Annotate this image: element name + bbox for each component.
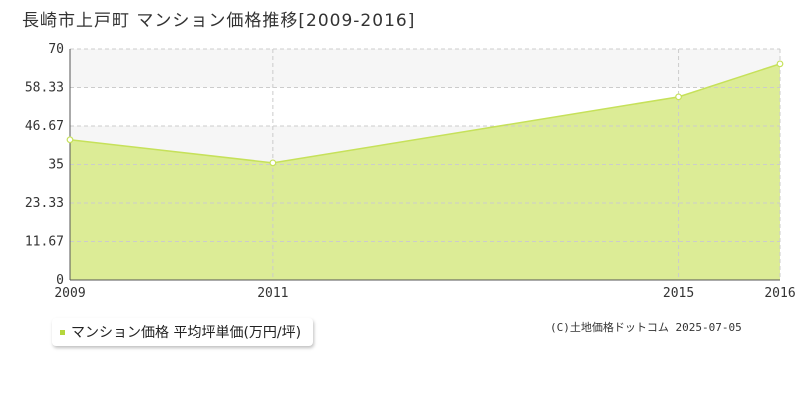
data-point [675, 93, 682, 101]
data-point [776, 60, 784, 68]
y-tick-label: 58.33 [25, 81, 64, 96]
y-tick-label: 70 [48, 42, 64, 57]
y-tick-label: 23.33 [25, 196, 64, 211]
y-tick-label: 0 [56, 273, 64, 288]
x-tick-label: 2015 [663, 286, 694, 301]
series-area [70, 63, 780, 280]
y-tick-label: 11.67 [25, 234, 64, 249]
copyright-text: (C)土地価格ドットコム 2025-07-05 [550, 321, 742, 334]
x-tick-label: 2009 [54, 286, 85, 301]
chart-title: 長崎市上戸町 マンション価格推移[2009-2016] [22, 11, 416, 31]
data-point [269, 159, 277, 167]
x-tick-label: 2011 [257, 286, 288, 301]
grid-band [70, 49, 780, 88]
legend-label: マンション価格 平均坪単価(万円/坪) [71, 325, 302, 341]
data-point [66, 136, 74, 144]
y-tick-label: 46.67 [25, 119, 64, 134]
y-tick-label: 35 [48, 158, 64, 173]
legend: マンション価格 平均坪単価(万円/坪) [52, 318, 314, 346]
x-tick-label: 2016 [764, 286, 795, 301]
legend-marker [60, 329, 65, 335]
series-line [69, 63, 781, 164]
